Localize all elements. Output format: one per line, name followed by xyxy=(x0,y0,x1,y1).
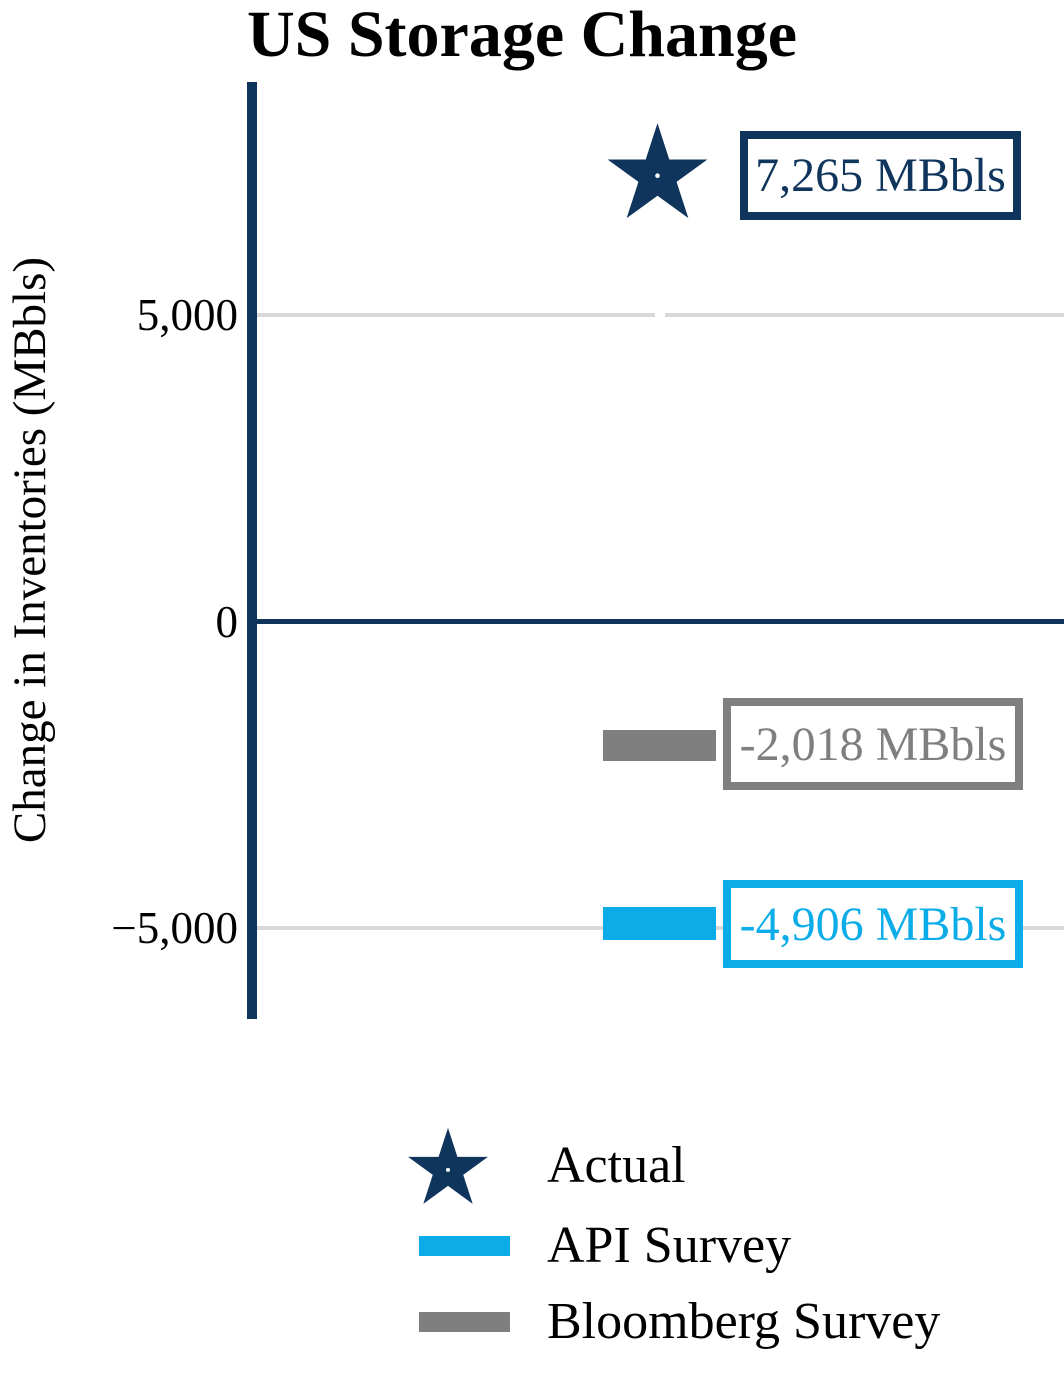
zero-line xyxy=(257,619,1064,624)
legend-label-actual: Actual xyxy=(547,1137,686,1194)
gridline-5000-gap xyxy=(655,311,665,319)
bloomberg-value-label: -2,018 MBbls xyxy=(723,698,1023,790)
legend-label-bloomberg-survey: Bloomberg Survey xyxy=(547,1293,941,1350)
api-survey-bar xyxy=(603,907,716,940)
y-axis-label: Change in Inventories (MBbls) xyxy=(4,256,56,844)
chart-title: US Storage Change xyxy=(246,0,797,71)
api-value-text: -4,906 MBbls xyxy=(739,897,1007,951)
y-tick-neg-5000: −5,000 xyxy=(111,903,238,953)
legend-swatch-api-icon xyxy=(419,1236,510,1256)
actual-value-text: 7,265 MBbls xyxy=(755,149,1006,202)
api-value-label: -4,906 MBbls xyxy=(723,880,1023,968)
bloomberg-value-text: -2,018 MBbls xyxy=(739,717,1007,771)
legend-star-icon xyxy=(408,1127,488,1204)
bloomberg-survey-bar xyxy=(603,730,716,761)
y-tick-5000: 5,000 xyxy=(136,290,238,340)
y-tick-0: 0 xyxy=(215,597,239,647)
legend-label-api-survey: API Survey xyxy=(547,1217,792,1274)
actual-star-marker-icon xyxy=(607,123,708,219)
legend-swatch-bloomberg-icon xyxy=(419,1312,510,1332)
actual-value-label: 7,265 MBbls xyxy=(740,131,1021,220)
y-axis-spine xyxy=(247,82,257,1019)
